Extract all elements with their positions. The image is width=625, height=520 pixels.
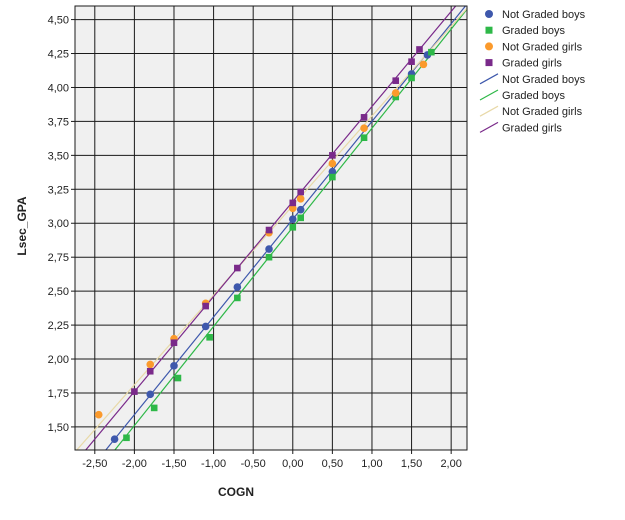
x-tick-label: -0,50 xyxy=(241,458,266,470)
data-point xyxy=(94,410,103,419)
data-point xyxy=(289,199,297,207)
x-tick-label: 0,00 xyxy=(282,458,303,470)
legend-label: Graded girls xyxy=(502,58,562,70)
legend-marker xyxy=(485,42,493,51)
y-tick-label: 3,25 xyxy=(48,184,69,196)
x-tick-label: -2,50 xyxy=(82,458,107,470)
data-point xyxy=(288,204,297,213)
data-point xyxy=(392,77,400,84)
legend-line xyxy=(479,89,499,101)
data-point xyxy=(289,224,297,231)
legend-line xyxy=(479,121,499,133)
data-point xyxy=(170,362,178,370)
legend-label: Graded boys xyxy=(502,25,565,37)
legend-label: Graded boys xyxy=(502,90,565,102)
data-point xyxy=(408,74,415,82)
data-point xyxy=(360,134,368,142)
data-point xyxy=(360,114,368,121)
data-point xyxy=(391,89,400,97)
data-point xyxy=(329,152,336,159)
data-point xyxy=(202,302,209,310)
y-tick-label: 1,50 xyxy=(48,422,69,434)
data-point xyxy=(328,167,337,176)
y-axis-title: Lsec_GPA xyxy=(15,196,29,255)
y-tick-label: 2,50 xyxy=(48,286,69,298)
data-point xyxy=(392,93,400,101)
legend-marker xyxy=(485,59,493,67)
data-point xyxy=(296,205,305,214)
legend-label: Not Graded girls xyxy=(502,106,583,118)
x-tick-label: 1,00 xyxy=(361,458,382,470)
x-tick-label: 2,00 xyxy=(440,458,461,470)
data-point xyxy=(146,360,155,369)
data-point xyxy=(206,334,213,341)
x-tick-label: -1,00 xyxy=(201,458,226,470)
data-point xyxy=(110,435,119,443)
data-point xyxy=(123,434,130,442)
y-tick-label: 4,50 xyxy=(48,15,69,27)
data-point xyxy=(150,404,158,412)
y-tick-label: 2,75 xyxy=(48,252,69,264)
plot-frame xyxy=(74,5,468,451)
legend-marker xyxy=(485,26,493,34)
data-point xyxy=(174,374,182,382)
y-tick-label: 4,00 xyxy=(48,82,69,94)
legend-label: Graded girls xyxy=(502,122,562,134)
data-point xyxy=(416,46,423,53)
x-tick-label: 1,50 xyxy=(401,458,422,470)
data-point xyxy=(296,195,305,203)
legend-line xyxy=(479,105,499,117)
data-point xyxy=(428,48,435,56)
legend-label: Not Graded girls xyxy=(502,41,583,53)
data-point xyxy=(288,215,297,223)
data-point xyxy=(328,159,337,168)
y-tick-label: 2,25 xyxy=(48,320,69,332)
data-point xyxy=(265,253,273,261)
x-tick-label: 0,50 xyxy=(322,458,343,470)
x-tick-label: -2,00 xyxy=(122,458,147,470)
y-tick-label: 3,50 xyxy=(48,150,69,162)
data-point xyxy=(265,226,273,234)
y-tick-label: 2,00 xyxy=(48,354,69,366)
data-point xyxy=(360,124,368,133)
x-axis-title: COGN xyxy=(218,485,254,499)
data-point xyxy=(234,294,241,302)
y-tick-label: 3,75 xyxy=(48,116,69,128)
data-point xyxy=(297,188,304,196)
data-point xyxy=(170,339,178,347)
legend-label: Not Graded boys xyxy=(502,9,586,21)
data-point xyxy=(265,245,273,253)
legend-marker xyxy=(485,10,493,18)
data-point xyxy=(146,367,154,375)
legend-label: Not Graded boys xyxy=(502,74,586,86)
y-tick-label: 3,00 xyxy=(48,218,69,230)
x-tick-label: -1,50 xyxy=(161,458,186,470)
data-point xyxy=(201,322,210,331)
data-point xyxy=(419,60,428,69)
data-point xyxy=(297,214,304,222)
y-tick-label: 4,25 xyxy=(48,49,69,61)
data-point xyxy=(233,283,242,291)
data-point xyxy=(146,390,155,399)
data-point xyxy=(329,173,336,181)
data-point xyxy=(408,58,415,65)
y-tick-label: 1,75 xyxy=(48,388,69,400)
data-point xyxy=(131,388,138,395)
legend-line xyxy=(479,73,499,85)
data-point xyxy=(234,264,241,272)
